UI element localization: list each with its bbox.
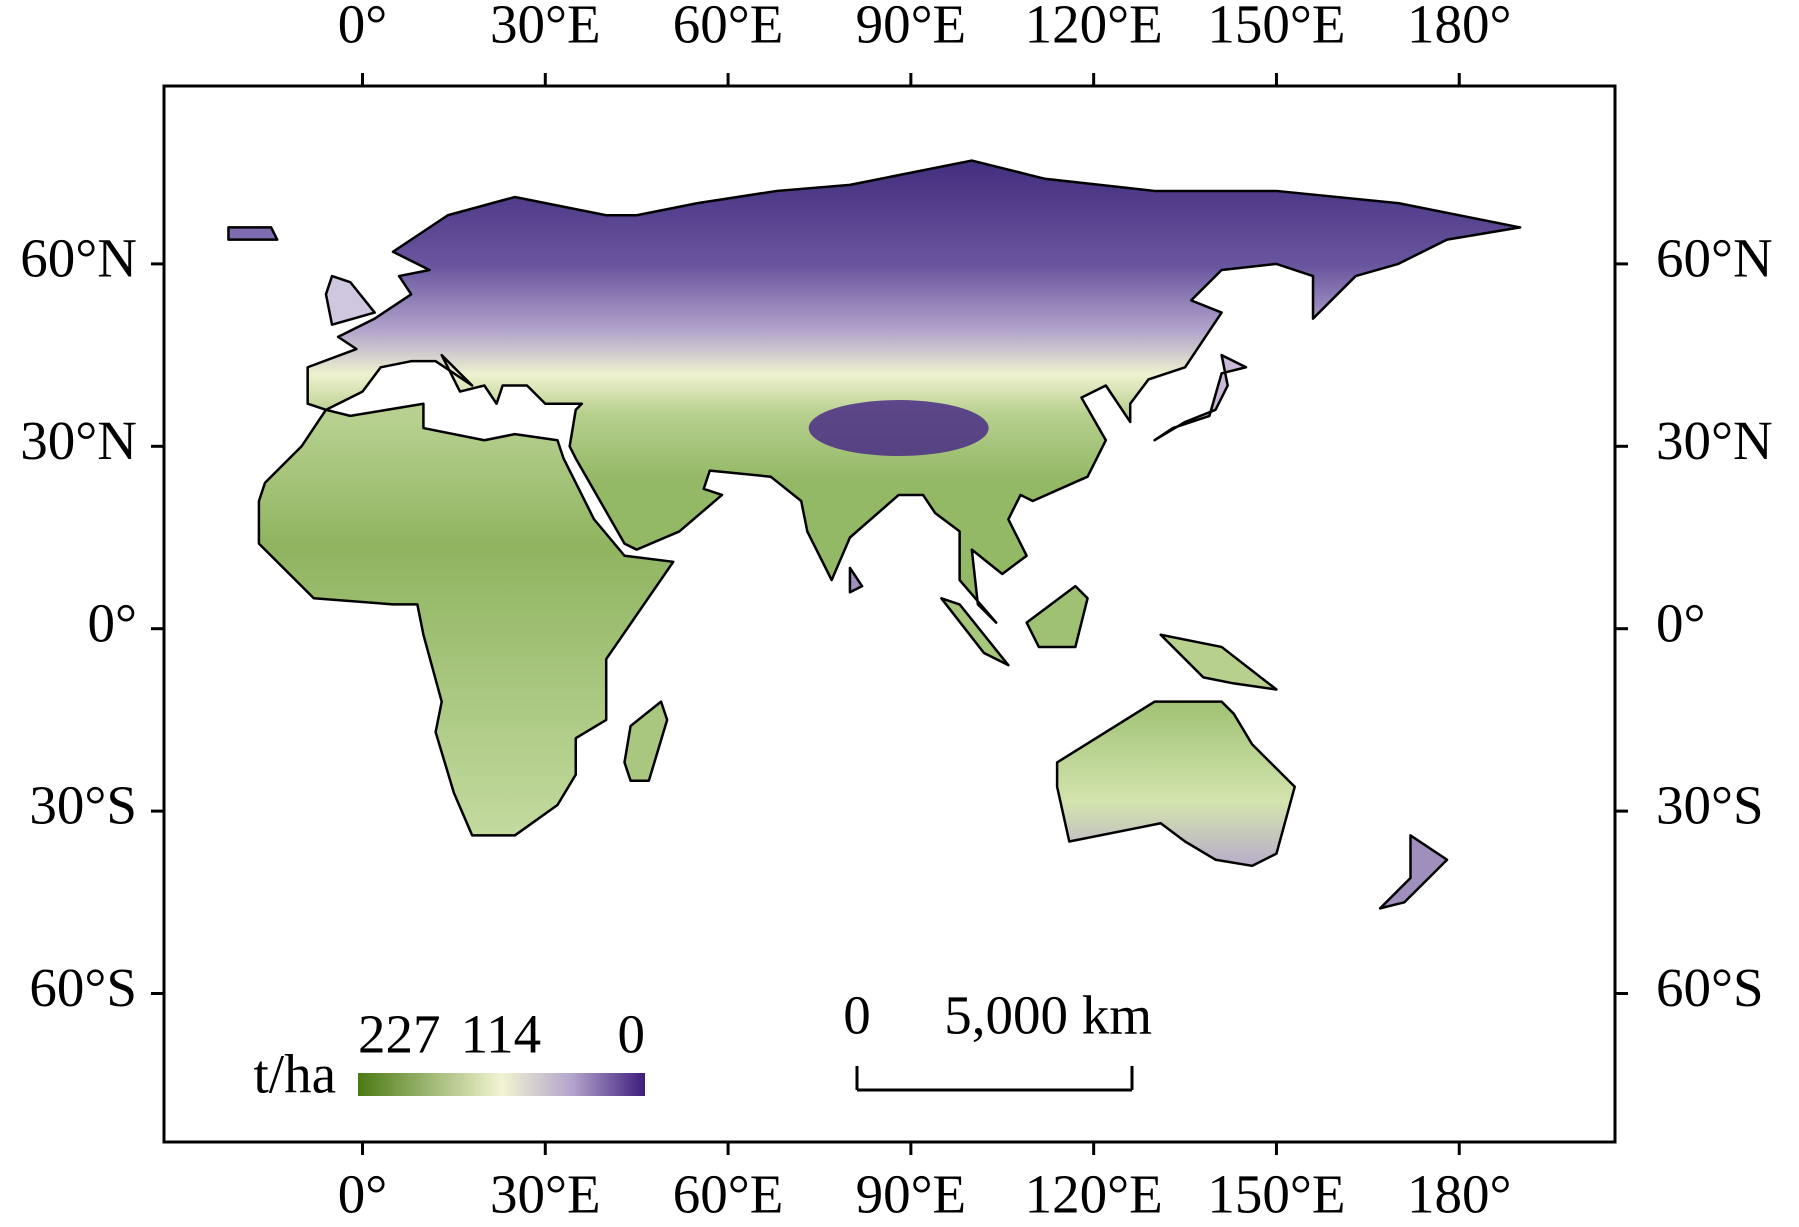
lon-label-bottom: 150°E	[1207, 1164, 1345, 1225]
borneo	[1025, 584, 1089, 649]
sri-lanka	[848, 566, 864, 594]
colorbar-label: 227	[358, 1004, 441, 1065]
colorbar-label: 114	[461, 1004, 541, 1065]
colorbar-label: 0	[618, 1004, 646, 1065]
lon-label-bottom: 90°E	[856, 1164, 967, 1225]
lon-label-top: 120°E	[1025, 0, 1163, 55]
lat-label-right: 30°N	[1656, 410, 1773, 471]
tibet-plateau	[808, 400, 989, 457]
lat-label-left: 0°	[88, 592, 138, 653]
colorbar	[358, 1073, 645, 1096]
lon-label-bottom: 30°E	[490, 1164, 601, 1225]
lat-label-left: 30°N	[20, 410, 137, 471]
eurasia	[306, 159, 1522, 624]
japan	[1153, 353, 1248, 442]
legend-title: t/ha	[254, 1044, 336, 1105]
lat-label-right: 0°	[1656, 592, 1706, 653]
new-guinea	[1159, 633, 1278, 691]
lon-label-top: 30°E	[490, 0, 601, 55]
lat-label-left: 60°N	[20, 228, 137, 289]
lon-label-top: 150°E	[1207, 0, 1345, 55]
lon-label-top: 90°E	[856, 0, 967, 55]
lon-label-bottom: 180°	[1407, 1164, 1512, 1225]
scale-bar-label: 5,000 km	[944, 985, 1152, 1046]
britain	[324, 274, 376, 326]
map-frame	[162, 84, 1617, 1144]
africa	[257, 402, 675, 837]
lon-label-top: 180°	[1407, 0, 1512, 55]
lat-label-right: 60°N	[1656, 228, 1773, 289]
lon-label-top: 0°	[338, 0, 388, 55]
lat-label-left: 30°S	[29, 775, 137, 836]
iceland	[227, 226, 279, 241]
lat-label-right: 30°S	[1656, 775, 1764, 836]
new-zealand	[1378, 834, 1449, 910]
sumatra	[940, 597, 1010, 667]
lon-label-bottom: 0°	[338, 1164, 388, 1225]
scale-bar-label: 0	[843, 985, 871, 1046]
lat-label-right: 60°S	[1656, 957, 1764, 1018]
australia	[1055, 700, 1296, 868]
madagascar	[623, 700, 669, 782]
lon-label-top: 60°E	[673, 0, 784, 55]
lon-label-bottom: 60°E	[673, 1164, 784, 1225]
land	[227, 159, 1522, 910]
lat-label-left: 60°S	[29, 957, 137, 1018]
lon-label-bottom: 120°E	[1025, 1164, 1163, 1225]
